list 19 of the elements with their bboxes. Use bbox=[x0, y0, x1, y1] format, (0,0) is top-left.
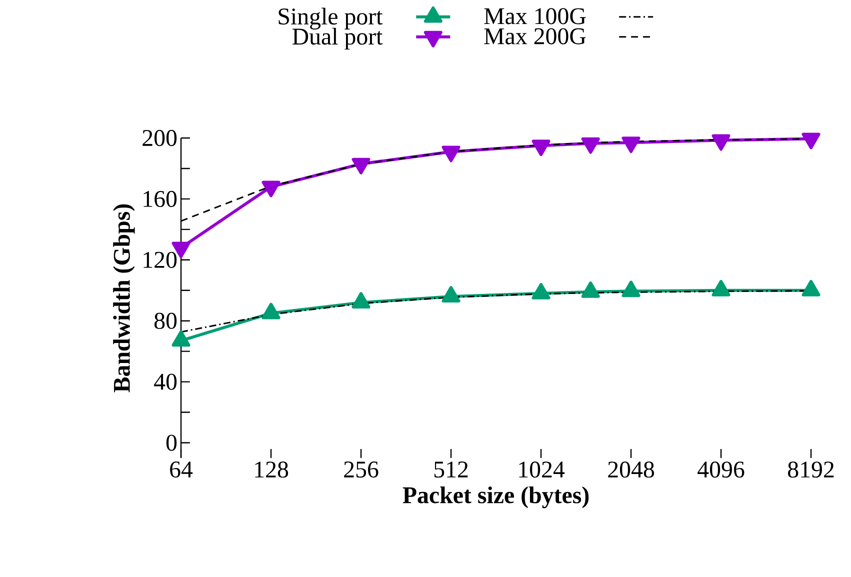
x-axis-title: Packet size (bytes) bbox=[402, 486, 589, 508]
x-tick-label: 1024 bbox=[519, 462, 565, 478]
y-tick-label: 0 bbox=[166, 434, 177, 451]
x-tick-label: 64 bbox=[170, 462, 193, 478]
y-tick-label: 120 bbox=[144, 252, 177, 268]
x-tick-label: 512 bbox=[434, 462, 468, 478]
legend-label: Max 100G bbox=[484, 8, 586, 24]
y-tick-label: 160 bbox=[144, 190, 177, 208]
x-tick-label: 256 bbox=[344, 462, 378, 478]
x-tick-label: 4096 bbox=[698, 462, 744, 478]
y-axis-title: Bandwidth (Gbps) bbox=[113, 204, 135, 392]
x-tick-label: 2048 bbox=[608, 462, 654, 478]
y-tick-label: 80 bbox=[154, 312, 177, 329]
y-tick-label: 40 bbox=[154, 374, 177, 390]
x-tick-label: 128 bbox=[255, 462, 288, 478]
x-tick-label: 8192 bbox=[788, 462, 834, 478]
legend-label: Single port bbox=[278, 8, 383, 30]
legend-label: Max 200G bbox=[484, 28, 586, 44]
y-tick-label: 200 bbox=[142, 130, 177, 146]
